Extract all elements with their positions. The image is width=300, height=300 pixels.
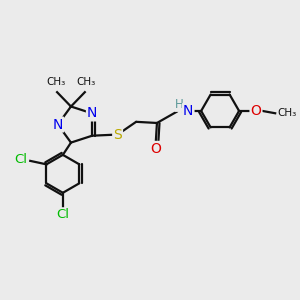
Text: O: O — [250, 104, 261, 118]
Text: N: N — [53, 118, 63, 131]
Text: H: H — [175, 98, 184, 111]
Text: CH₃: CH₃ — [46, 77, 65, 87]
Text: N: N — [183, 104, 194, 118]
Text: O: O — [150, 142, 161, 156]
Text: Cl: Cl — [14, 152, 28, 166]
Text: Cl: Cl — [56, 208, 69, 221]
Text: CH₃: CH₃ — [76, 77, 96, 87]
Text: S: S — [113, 128, 122, 142]
Text: N: N — [87, 106, 98, 120]
Text: CH₃: CH₃ — [278, 108, 297, 118]
